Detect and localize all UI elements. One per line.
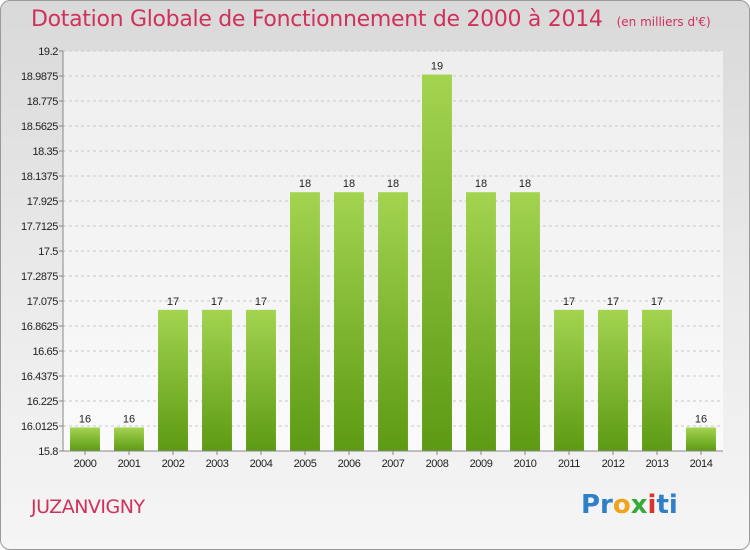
bar-2013 (642, 309, 672, 451)
data-label: 18 (299, 178, 311, 190)
bars-group (70, 74, 716, 452)
x-tick-label: 2001 (118, 458, 141, 470)
data-label: 17 (167, 296, 179, 308)
bar-2000 (70, 427, 100, 451)
y-tick-label: 18.9875 (21, 71, 58, 83)
y-tick-label: 18.5625 (21, 121, 58, 133)
y-tick-label: 19.2 (38, 46, 58, 58)
x-tick-label: 2013 (646, 458, 669, 470)
x-tick-label: 2003 (206, 458, 229, 470)
y-tick-label: 16.8625 (21, 321, 58, 333)
x-tick-label: 2009 (470, 458, 493, 470)
x-tick-label: 2005 (294, 458, 317, 470)
y-tick-label: 16.4375 (21, 371, 58, 383)
data-label: 18 (387, 178, 399, 190)
y-tick-label: 16.65 (32, 346, 58, 358)
y-tick-label: 17.5 (38, 246, 58, 258)
bar-2001 (114, 427, 144, 451)
bar-2004 (246, 309, 276, 451)
bar-2005 (290, 192, 320, 452)
bar-2008 (422, 74, 452, 451)
chart-unit-note: (en milliers d'€) (616, 15, 711, 29)
y-tick-label: 17.7125 (21, 221, 58, 233)
y-tick-label: 16.0125 (21, 421, 58, 433)
x-tick-label: 2011 (558, 458, 580, 470)
bar-2006 (334, 192, 364, 452)
x-tick-label: 2012 (602, 458, 625, 470)
data-label: 17 (607, 296, 619, 308)
bar-2011 (554, 309, 584, 451)
data-label: 18 (475, 178, 487, 190)
y-tick-label: 17.2875 (21, 271, 58, 283)
proxiti-logo: Proxiti (581, 490, 678, 520)
bar-2012 (598, 309, 628, 451)
x-tick-label: 2014 (690, 458, 713, 470)
y-axis-labels: 15.8 16.0125 16.225 16.4375 16.65 16.8625 17.0… (21, 46, 59, 458)
bar-2009 (466, 192, 496, 452)
bar-2007 (378, 192, 408, 452)
y-tick-label: 18.1375 (21, 171, 58, 183)
x-tick-label: 2010 (514, 458, 537, 470)
data-label: 17 (255, 296, 267, 308)
data-labels: 16 16 17 17 17 18 18 18 19 18 18 17 17 17 16 (79, 61, 707, 426)
data-label: 16 (123, 413, 135, 425)
chart-title-text: Dotation Globale de Fonctionnement de 20… (31, 7, 603, 32)
x-tick-label: 2006 (338, 458, 361, 470)
chart-title: Dotation Globale de Fonctionnement de 20… (31, 7, 711, 32)
bar-2010 (510, 192, 540, 452)
data-label: 18 (343, 178, 355, 190)
data-label: 17 (563, 296, 575, 308)
data-label: 16 (695, 413, 707, 425)
data-label: 16 (79, 413, 91, 425)
y-tick-label: 18.35 (32, 146, 58, 158)
bar-2014 (686, 427, 716, 451)
y-tick-label: 18.775 (27, 96, 59, 108)
data-label: 18 (519, 178, 531, 190)
x-tick-label: 2002 (162, 458, 185, 470)
x-tick-label: 2004 (250, 458, 273, 470)
x-tick-label: 2008 (426, 458, 449, 470)
x-axis-labels: 2000 2001 2002 2003 2004 2005 2006 2007 2008 2009… (74, 451, 713, 470)
commune-name: JUZANVIGNY (31, 496, 145, 518)
y-tick-label: 17.925 (27, 196, 59, 208)
bar-2003 (202, 309, 232, 451)
y-tick-label: 17.075 (27, 296, 59, 308)
data-label: 17 (211, 296, 223, 308)
x-tick-label: 2000 (74, 458, 97, 470)
data-label: 19 (431, 61, 443, 73)
x-tick-label: 2007 (382, 458, 405, 470)
y-tick-label: 15.8 (38, 446, 58, 458)
data-label: 17 (651, 296, 663, 308)
y-tick-label: 16.225 (27, 396, 59, 408)
bar-2002 (158, 309, 188, 451)
